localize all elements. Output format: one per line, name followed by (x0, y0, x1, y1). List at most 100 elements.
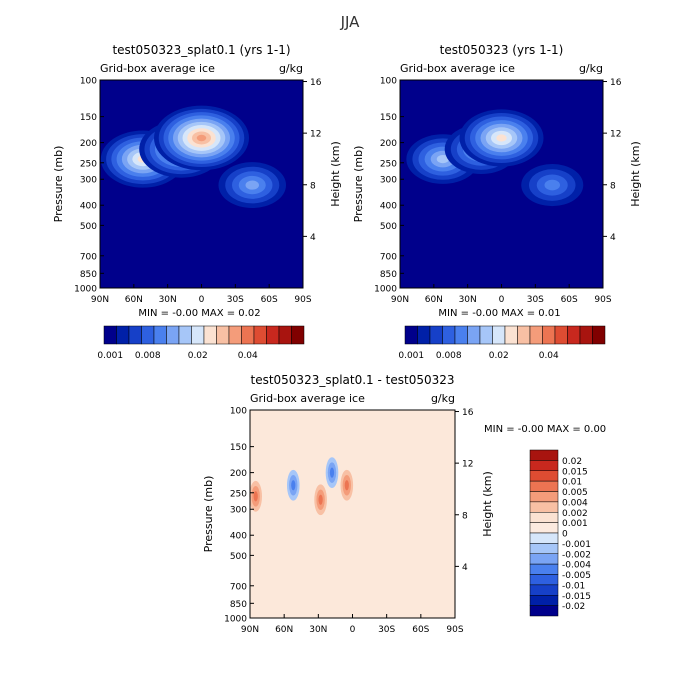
field-contour (318, 494, 323, 505)
chart-subtitle-left: Grid-box average ice (400, 62, 515, 75)
chart-panel-3: test050323_splat0.1 - test050323 Grid-box… (202, 373, 606, 635)
y-axis-label: Pressure (mb) (352, 146, 365, 223)
y-tick-label: 500 (80, 222, 97, 232)
colorbar-swatch (191, 325, 205, 345)
colorbar-label: 0.04 (238, 351, 258, 361)
y-tick-label: 400 (380, 202, 397, 212)
min-max-stats: MIN = -0.00 MAX = 0.00 (484, 424, 606, 435)
chart-title: test050323_splat0.1 - test050323 (250, 373, 454, 387)
y-tick-label: 850 (230, 600, 247, 610)
y-right-axis-label: Height (km) (329, 141, 342, 207)
colorbar-label: 0.02 (489, 351, 509, 361)
x-tick-label: 90S (594, 295, 611, 305)
colorbar-swatch (542, 325, 556, 345)
colorbar-swatch (529, 543, 559, 554)
y-right-tick-label: 16 (310, 78, 322, 88)
min-max-stats: MIN = -0.00 MAX = 0.02 (138, 308, 260, 319)
colorbar-label: 0.001 (562, 519, 588, 529)
x-tick-label: 90S (294, 295, 311, 305)
colorbar-swatch (529, 563, 559, 575)
page-title: JJA (340, 13, 361, 31)
colorbar: 0.001 0.008 0.02 0.04 (97, 325, 305, 361)
field-contour (544, 179, 560, 191)
chart-title: test050323 (yrs 1-1) (440, 43, 564, 57)
colorbar-swatch (442, 325, 456, 345)
colorbar-swatch (116, 325, 130, 345)
colorbar-swatch (529, 595, 559, 606)
y-right-tick-label: 16 (610, 78, 622, 88)
x-tick-label: 60S (412, 625, 429, 635)
colorbar-label: -0.001 (562, 540, 591, 550)
field-contour (344, 480, 349, 491)
colorbar-label: -0.02 (562, 602, 585, 612)
colorbar-swatch (529, 574, 559, 586)
y-axis-label: Pressure (mb) (202, 476, 215, 553)
y-tick-label: 250 (230, 489, 247, 499)
colorbar-swatch (467, 325, 481, 345)
plot-area (250, 410, 455, 618)
colorbar-swatch (529, 522, 559, 534)
y-right-tick-label: 8 (310, 181, 316, 191)
y-tick-label: 400 (230, 532, 247, 542)
x-tick-label: 60N (125, 295, 143, 305)
y-right-tick-label: 8 (610, 181, 616, 191)
colorbar-swatch (529, 512, 559, 523)
colorbar-swatch (567, 325, 581, 345)
y-right-tick-label: 8 (462, 511, 468, 521)
colorbar-swatch (504, 325, 518, 345)
colorbar-swatch (228, 325, 242, 345)
y-right-tick-label: 12 (310, 130, 321, 140)
colorbar-swatch (178, 325, 192, 345)
colorbar-swatch (417, 325, 431, 345)
x-tick-label: 60S (261, 295, 278, 305)
colorbar-swatch (529, 532, 559, 544)
field-contour (436, 154, 449, 164)
field-contour (196, 134, 207, 142)
x-tick-label: 30S (227, 295, 244, 305)
colorbar-swatch (517, 325, 531, 345)
colorbar-swatch (216, 325, 230, 345)
y-right-tick-label: 4 (610, 233, 616, 243)
y-tick-label: 200 (80, 139, 97, 149)
colorbar-swatch (592, 325, 606, 345)
y-tick-label: 100 (380, 77, 397, 87)
colorbar-label: 0.01 (562, 478, 582, 488)
x-tick-label: 90N (391, 295, 409, 305)
colorbar-swatch (529, 605, 559, 617)
y-tick-label: 300 (80, 176, 97, 186)
colorbar-swatch (579, 325, 593, 345)
colorbar-label: 0.001 (97, 351, 123, 361)
y-axis-label: Pressure (mb) (52, 146, 65, 223)
x-tick-label: 30N (309, 625, 327, 635)
chart-subtitle-left: Grid-box average ice (100, 62, 215, 75)
field-contour (253, 491, 258, 502)
y-tick-label: 300 (380, 176, 397, 186)
y-tick-label: 1000 (224, 615, 247, 625)
colorbar: 0.001 0.008 0.02 0.04 (398, 325, 606, 361)
y-right-tick-label: 4 (310, 233, 316, 243)
colorbar-swatch (253, 325, 267, 345)
y-right-tick-label: 4 (462, 563, 468, 573)
colorbar-label: 0.02 (188, 351, 208, 361)
x-tick-label: 0 (350, 625, 356, 635)
y-tick-label: 250 (80, 159, 97, 169)
x-tick-label: 60N (275, 625, 293, 635)
colorbar: 0.020.0150.010.0050.0040.0020.0010-0.001… (529, 449, 591, 617)
x-tick-label: 30S (378, 625, 395, 635)
y-tick-label: 400 (80, 202, 97, 212)
y-tick-label: 700 (230, 582, 247, 592)
y-tick-label: 500 (380, 222, 397, 232)
colorbar-swatch (404, 325, 418, 345)
colorbar-swatch (529, 553, 559, 565)
field-contour (496, 134, 507, 142)
colorbar-swatch (529, 460, 559, 471)
y-tick-label: 700 (380, 252, 397, 262)
colorbar-swatch (529, 491, 559, 503)
colorbar-swatch (241, 325, 255, 345)
colorbar-swatch (529, 325, 543, 345)
colorbar-swatch (291, 325, 305, 345)
colorbar-swatch (529, 584, 559, 596)
colorbar-swatch (529, 470, 559, 482)
colorbar-swatch (103, 325, 117, 345)
